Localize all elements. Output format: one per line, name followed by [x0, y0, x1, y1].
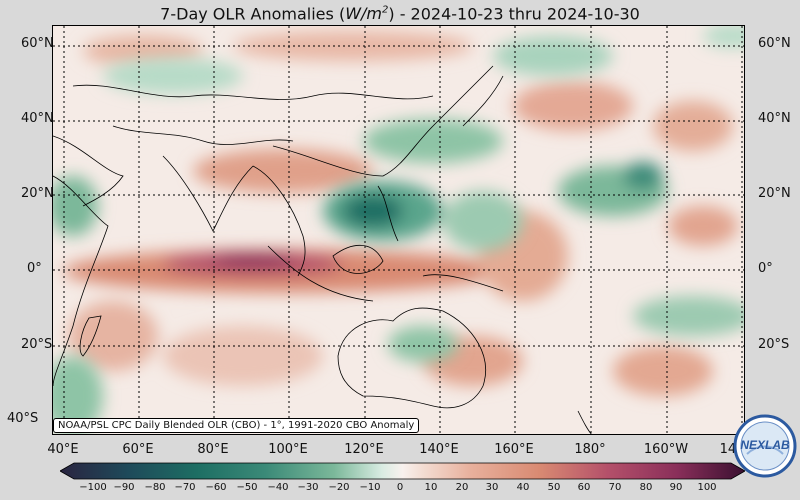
- colorbar-tick: 50: [547, 482, 561, 493]
- nexlab-logo: NEXLAB: [733, 414, 797, 478]
- positive-anomalies: [63, 31, 738, 396]
- data-source-credit: NOAA/PSL CPC Daily Blended OLR (CBO) - 1…: [53, 418, 420, 433]
- philippines-coast: [377, 185, 399, 242]
- colorbar-tick: −80: [144, 482, 166, 493]
- colorbar-tick: 20: [455, 482, 469, 493]
- lon-label: 100°E: [268, 442, 308, 457]
- map-title: 7-Day OLR Anomalies (W/m2) - 2024-10-23 …: [0, 0, 800, 25]
- lat-label-left: 40°S: [7, 411, 39, 426]
- lon-label: 160°E: [494, 442, 534, 457]
- new-zealand-coast: [577, 410, 592, 434]
- colorbar-tick: −100: [79, 482, 107, 493]
- new-guinea-coast: [422, 274, 504, 292]
- olr-anomaly-map: [52, 25, 745, 435]
- colorbar-tick: −20: [328, 482, 350, 493]
- lat-label-right: 20°S: [758, 337, 790, 352]
- colorbar-tick: 90: [669, 482, 683, 493]
- colorbar-tick: −50: [236, 482, 258, 493]
- japan-coast: [462, 75, 504, 127]
- lat-label-right: 60°N: [758, 36, 791, 51]
- colorbar-tick: 60: [577, 482, 591, 493]
- colorbar-tick: −10: [359, 482, 381, 493]
- coastlines: [53, 65, 592, 434]
- lon-label: 180°: [574, 442, 606, 457]
- sumatra-java-coast: [267, 245, 374, 302]
- anomaly-field: [53, 26, 744, 434]
- colorbar-tick: 0: [396, 482, 404, 493]
- colorbar-tick: −30: [297, 482, 319, 493]
- colorbar-gradient: [60, 462, 745, 480]
- asia-interior-border: [72, 84, 434, 100]
- title-unit-exponent: 2: [381, 5, 389, 16]
- lat-label-left: 0°: [27, 261, 42, 276]
- colorbar-tick: 40: [516, 482, 530, 493]
- gridlines: [53, 26, 744, 434]
- arabia-coast: [53, 135, 124, 207]
- colorbar-tick: 80: [639, 482, 653, 493]
- africa-coast: [53, 175, 109, 387]
- colorbar-tick: 10: [424, 482, 438, 493]
- india-coast: [162, 155, 254, 232]
- lat-label-right: 0°: [758, 261, 773, 276]
- australia-coast: [337, 307, 486, 409]
- colorbar-tick: −60: [205, 482, 227, 493]
- lon-label: 120°E: [344, 442, 384, 457]
- lon-label: 160°W: [643, 442, 689, 457]
- colorbar-tick: 30: [485, 482, 499, 493]
- lon-label: 40°E: [47, 442, 79, 457]
- se-asia-coast: [252, 165, 306, 277]
- china-coast: [272, 65, 494, 177]
- logo-text: NEXLAB: [740, 438, 790, 452]
- lat-label-left: 20°S: [21, 337, 53, 352]
- title-suffix: ) - 2024-10-23 thru 2024-10-30: [388, 4, 640, 24]
- lon-label: 140°E: [419, 442, 459, 457]
- title-prefix: 7-Day OLR Anomalies (: [160, 4, 346, 24]
- colorbar: [60, 462, 745, 480]
- lat-label-left: 40°N: [21, 111, 54, 126]
- lon-label: 60°E: [122, 442, 154, 457]
- colorbar-tick: −70: [174, 482, 196, 493]
- colorbar-tick: 100: [697, 482, 717, 493]
- lat-label-left: 20°N: [21, 186, 54, 201]
- title-unit-base: W/m: [345, 4, 382, 24]
- colorbar-tick: −90: [113, 482, 135, 493]
- lat-label-right: 20°N: [758, 186, 791, 201]
- colorbar-tick: −40: [267, 482, 289, 493]
- colorbar-tick: 70: [608, 482, 622, 493]
- lat-label-right: 40°N: [758, 111, 791, 126]
- title-unit: W/m2: [345, 4, 388, 23]
- lat-label-left: 60°N: [21, 36, 54, 51]
- asia-interior-border-2: [112, 125, 294, 145]
- lon-label: 80°E: [197, 442, 229, 457]
- madagascar-coast: [79, 315, 102, 357]
